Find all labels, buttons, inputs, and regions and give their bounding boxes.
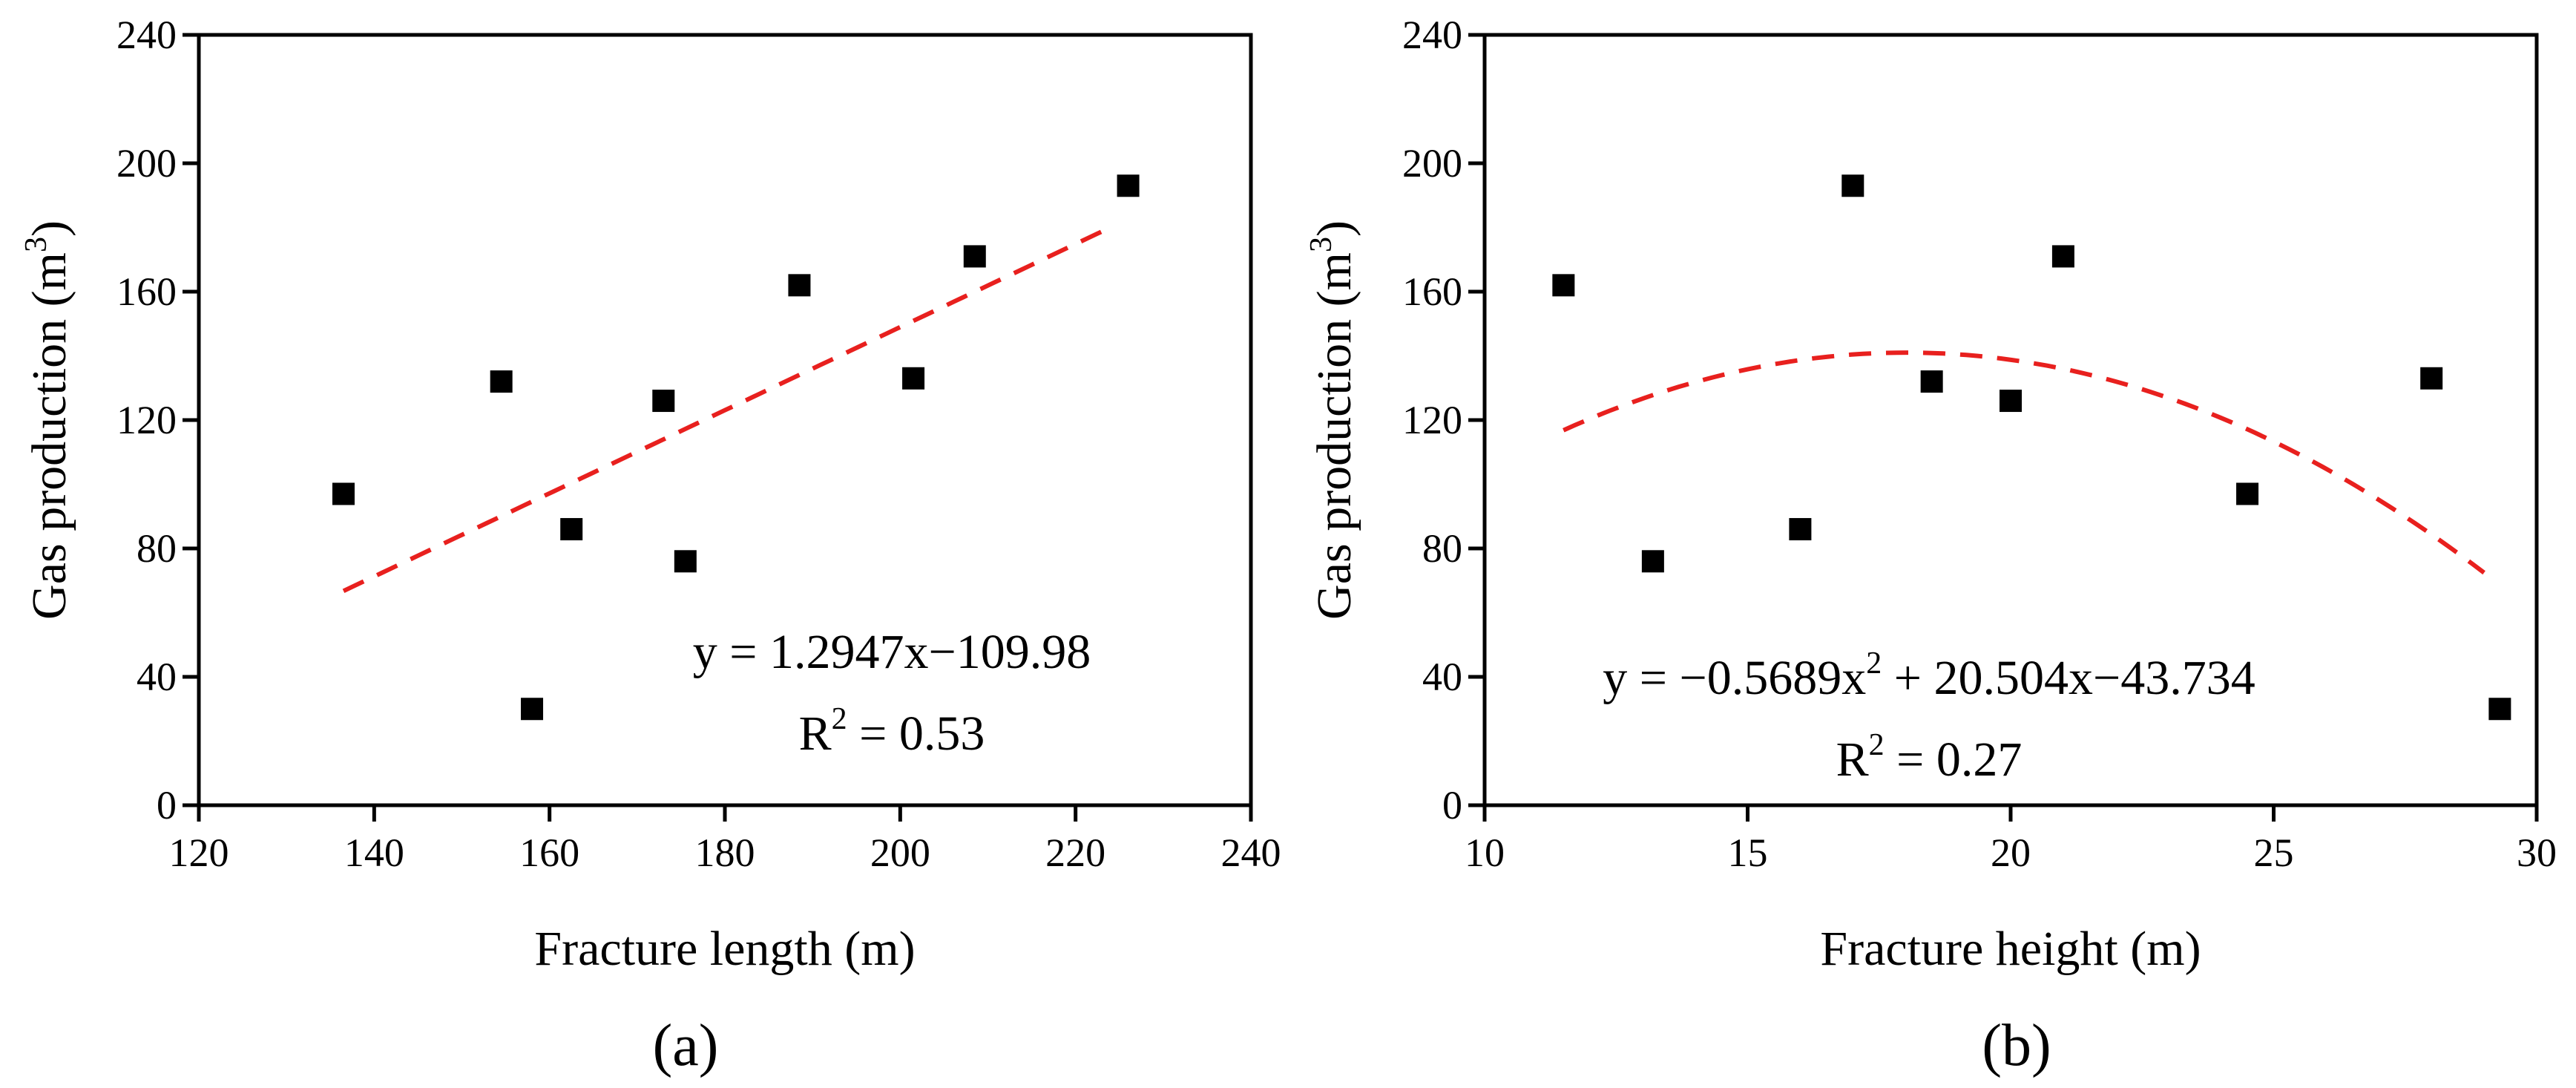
x-tick-label: 240	[1221, 830, 1281, 875]
x-tick-label: 10	[1465, 830, 1505, 875]
x-axis-label-b: Fracture height (m)	[1820, 922, 2201, 976]
y-axis-label-close-b: )	[1307, 220, 1361, 237]
equation-line2-b: R2 = 0.27	[1836, 728, 2023, 787]
data-point	[1117, 174, 1140, 197]
y-axis-label-exponent-a: 3	[19, 237, 53, 252]
y-tick-label: 160	[116, 269, 177, 314]
data-point	[902, 367, 925, 390]
x-tick-label: 30	[2517, 830, 2557, 875]
x-axis-ticks-a: 120 140 160 180 200 220 240	[169, 805, 1281, 875]
r-squared-label-a: R	[799, 707, 832, 761]
r-squared-exponent-b: 2	[1869, 728, 1885, 762]
data-point	[2488, 698, 2511, 721]
fit-curve-b	[1563, 350, 2485, 575]
data-point	[1920, 370, 1943, 393]
y-axis-label-close-a: )	[22, 220, 76, 237]
data-point	[2420, 367, 2443, 390]
data-point	[963, 245, 986, 268]
data-point	[788, 274, 811, 297]
x-tick-label: 220	[1045, 830, 1105, 875]
r-squared-exponent-a: 2	[832, 702, 847, 736]
data-point	[1789, 518, 1812, 541]
data-point	[332, 482, 355, 505]
x-tick-label: 20	[1991, 830, 2031, 875]
y-axis-label-b: Gas production (m3)	[1304, 220, 1361, 620]
x-tick-label: 140	[344, 830, 404, 875]
y-axis-label-text-b: Gas production (m	[1307, 252, 1361, 620]
x-tick-label: 160	[519, 830, 579, 875]
y-axis-ticks-b: 0 40 80 120 160 200 240	[1402, 13, 1485, 828]
y-tick-label: 200	[1402, 141, 1462, 186]
y-axis-label-a: Gas production (m3)	[19, 220, 76, 620]
y-tick-label: 120	[1402, 398, 1462, 442]
r-squared-label-b: R	[1836, 733, 1869, 787]
data-point	[2236, 482, 2259, 505]
data-points-a	[332, 174, 1140, 721]
y-tick-label: 160	[1402, 269, 1462, 314]
chart-panel-b: 10 15 20 25 30 0 40 80 120 160 200 240 y = −0.5689…	[1304, 13, 2557, 1078]
y-tick-label: 0	[157, 783, 177, 828]
y-tick-label: 40	[1422, 655, 1462, 699]
y-tick-label: 0	[1442, 783, 1462, 828]
data-point	[674, 550, 697, 573]
r-squared-value-b: = 0.27	[1885, 733, 2023, 787]
equation-line1-a: y = 1.2947x−109.98	[693, 625, 1091, 679]
equation-line2-a: R2 = 0.53	[799, 702, 985, 761]
y-axis-label-text-a: Gas production (m	[22, 252, 76, 620]
panel-label-b: (b)	[1982, 1013, 2051, 1078]
x-tick-label: 200	[870, 830, 930, 875]
equation-part1-b: y = −0.5689x	[1603, 651, 1866, 705]
x-tick-label: 15	[1728, 830, 1768, 875]
y-tick-label: 120	[116, 398, 177, 442]
y-axis-ticks-a: 0 40 80 120 160 200 240	[116, 13, 199, 828]
data-point	[490, 370, 513, 393]
r-squared-value-a: = 0.53	[847, 707, 985, 761]
data-point	[521, 698, 544, 721]
data-point	[1552, 274, 1575, 297]
equation-part2-b: + 20.504x−43.734	[1882, 651, 2255, 705]
data-point	[652, 390, 675, 413]
x-tick-label: 25	[2254, 830, 2294, 875]
y-tick-label: 240	[1402, 13, 1462, 57]
fit-line-a	[342, 227, 1108, 594]
y-tick-label: 80	[1422, 526, 1462, 571]
data-point	[560, 518, 583, 541]
x-axis-label-a: Fracture length (m)	[534, 922, 915, 976]
fit-line	[342, 227, 1108, 594]
data-point	[1641, 550, 1664, 573]
x-tick-label: 120	[169, 830, 229, 875]
equation-line1-b: y = −0.5689x2 + 20.504x−43.734	[1603, 646, 2255, 705]
equation-exponent-b: 2	[1866, 646, 1882, 681]
plot-frame-a	[197, 33, 1253, 807]
fit-line	[1563, 350, 2485, 575]
panel-label-a: (a)	[653, 1013, 719, 1078]
y-axis-label-exponent-b: 3	[1304, 237, 1338, 252]
y-tick-label: 40	[137, 655, 177, 699]
x-tick-label: 180	[695, 830, 755, 875]
data-point	[2000, 390, 2022, 413]
data-points-b	[1552, 174, 2511, 721]
y-tick-label: 200	[116, 141, 177, 186]
chart-panel-a: 120 140 160 180 200 220 240 04080120160200240 …	[19, 13, 1281, 1078]
x-axis-ticks-b: 10 15 20 25 30	[1465, 805, 2557, 875]
data-point	[1841, 174, 1864, 197]
y-tick-label: 240	[116, 13, 177, 57]
data-point	[2051, 245, 2074, 268]
y-tick-label: 80	[137, 526, 177, 571]
